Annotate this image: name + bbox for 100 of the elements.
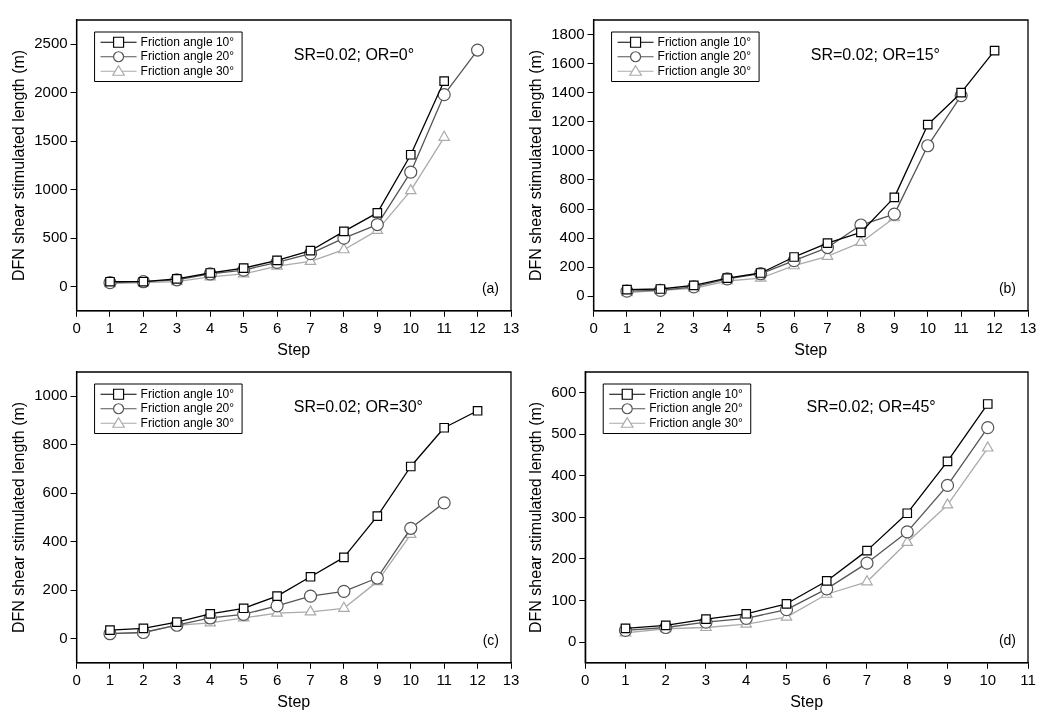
x-tick-label: 3 (172, 670, 181, 688)
x-tick-label: 11 (436, 318, 452, 336)
x-tick-label: 5 (782, 670, 791, 688)
x-tick-label: 5 (756, 318, 765, 336)
x-tick-label: 7 (862, 670, 872, 688)
x-tick-label: 9 (943, 670, 952, 688)
x-tick-label: 1 (105, 670, 115, 688)
legend-label: Friction angle 20° (140, 401, 235, 416)
x-tick-label: 11 (1020, 670, 1036, 688)
y-tick-label: 100 (551, 590, 577, 608)
y-tick-label: 300 (551, 507, 577, 525)
x-tick-label: 12 (986, 318, 1003, 336)
y-tick-label: 600 (42, 483, 68, 501)
x-tick-label: 8 (339, 318, 349, 336)
annotation: SR=0.02; OR=45° (806, 398, 936, 416)
annotation: SR=0.02; OR=0° (293, 46, 415, 64)
x-tick-label: 9 (373, 670, 382, 688)
x-axis-title: Step (277, 692, 311, 710)
x-tick-label: 3 (689, 318, 698, 336)
y-tick-label: 1400 (551, 82, 585, 100)
x-tick-label: 0 (589, 318, 598, 336)
x-tick-label: 7 (823, 318, 832, 336)
y-tick-label: 1500 (34, 131, 68, 149)
annotation: SR=0.02; OR=15° (810, 46, 940, 64)
x-tick-label: 13 (1019, 318, 1037, 336)
x-tick-label: 10 (979, 670, 997, 688)
y-tick-label: 200 (42, 580, 68, 598)
x-tick-label: 5 (239, 318, 248, 336)
y-tick-label: 1200 (551, 111, 585, 129)
x-tick-label: 6 (822, 670, 831, 688)
legend-label: Friction angle 30° (649, 415, 743, 430)
legend-label: Friction angle 30° (140, 63, 235, 78)
x-axis-title: Step (794, 340, 828, 358)
y-tick-label: 200 (551, 549, 577, 567)
y-tick-label: 400 (559, 228, 585, 246)
x-tick-label: 4 (206, 670, 215, 688)
y-tick-label: 1000 (34, 179, 68, 197)
y-tick-label: 800 (559, 170, 585, 188)
y-tick-label: 2500 (34, 34, 68, 52)
x-axis-title: Step (277, 340, 311, 358)
x-tick-label: 12 (469, 318, 486, 336)
y-tick-label: 0 (59, 276, 68, 294)
y-tick-label: 800 (42, 434, 68, 452)
x-tick-label: 11 (436, 670, 452, 688)
x-tick-label: 2 (661, 670, 670, 688)
y-tick-label: 2000 (34, 82, 68, 100)
y-tick-label: 600 (551, 382, 577, 400)
y-axis-title: DFN shear stimulated length (m) (10, 401, 28, 633)
x-tick-label: 7 (306, 318, 315, 336)
y-tick-label: 400 (42, 531, 68, 549)
legend-label: Friction angle 10° (649, 386, 743, 401)
legend-label: Friction angle 20° (140, 49, 235, 64)
x-tick-label: 6 (272, 670, 282, 688)
x-tick-label: 2 (139, 670, 148, 688)
x-tick-label: 11 (953, 318, 969, 336)
x-tick-label: 7 (306, 670, 315, 688)
x-tick-label: 1 (621, 670, 630, 688)
x-tick-label: 10 (402, 318, 420, 336)
annotation: (d) (998, 631, 1016, 648)
y-axis-title: DFN shear stimulated length (m) (527, 401, 545, 633)
y-tick-label: 0 (567, 632, 577, 650)
x-tick-label: 0 (72, 670, 81, 688)
x-tick-label: 0 (72, 318, 81, 336)
legend-label: Friction angle 10° (657, 34, 752, 49)
y-axis-title: DFN shear stimulated length (m) (10, 49, 28, 281)
y-tick-label: 400 (551, 466, 577, 483)
x-tick-label: 3 (172, 318, 181, 336)
legend-label: Friction angle 30° (140, 415, 235, 430)
y-axis-title: DFN shear stimulated length (m) (527, 49, 545, 281)
x-tick-label: 2 (656, 318, 665, 336)
legend-label: Friction angle 10° (140, 34, 235, 49)
x-tick-label: 13 (502, 318, 520, 336)
x-tick-label: 9 (890, 318, 899, 336)
x-tick-label: 2 (139, 318, 148, 336)
x-tick-label: 10 (919, 318, 937, 336)
x-tick-label: 4 (742, 670, 751, 688)
y-tick-label: 0 (59, 628, 68, 646)
y-tick-label: 1800 (551, 24, 585, 42)
x-tick-label: 10 (402, 670, 420, 688)
x-tick-label: 6 (272, 318, 282, 336)
x-tick-label: 1 (105, 318, 115, 336)
x-tick-label: 3 (701, 670, 711, 688)
x-tick-label: 4 (206, 318, 215, 336)
y-tick-label: 200 (559, 257, 585, 275)
x-tick-label: 8 (856, 318, 866, 336)
x-tick-label: 13 (502, 670, 520, 688)
x-tick-label: 12 (469, 670, 486, 688)
x-tick-label: 1 (622, 318, 632, 336)
legend-label: Friction angle 20° (649, 401, 743, 416)
y-tick-label: 600 (559, 199, 585, 217)
x-tick-label: 5 (239, 670, 248, 688)
y-tick-label: 1000 (551, 141, 585, 158)
x-tick-label: 8 (903, 670, 912, 688)
annotation: (b) (998, 279, 1016, 296)
x-tick-label: 8 (339, 670, 349, 688)
y-tick-label: 1600 (551, 53, 585, 71)
y-tick-label: 500 (551, 424, 577, 442)
x-axis-title: Step (790, 692, 824, 710)
legend-label: Friction angle 30° (657, 63, 752, 78)
legend-label: Friction angle 20° (657, 49, 752, 64)
